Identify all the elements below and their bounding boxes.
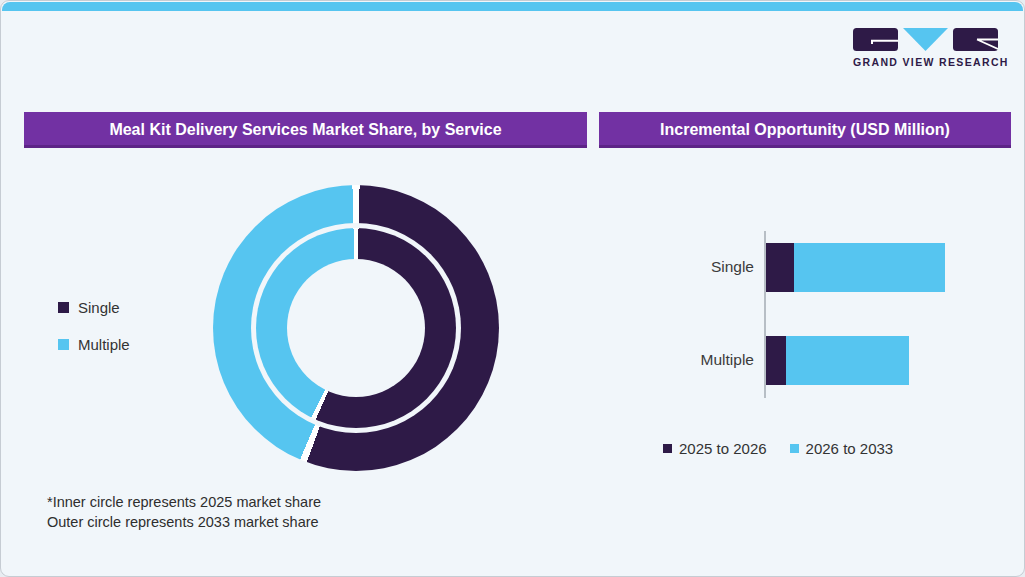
- legend-swatch-2025-2026: [663, 444, 672, 453]
- bar-segment: [794, 243, 945, 292]
- gvr-logo-mark: [853, 28, 998, 51]
- bar-legend: 2025 to 2026 2026 to 2033: [663, 439, 916, 457]
- infographic-card: GRAND VIEW RESEARCH Meal Kit Delivery Se…: [0, 0, 1025, 577]
- legend-label-single: Single: [78, 299, 120, 316]
- logo-r-icon: [953, 28, 998, 51]
- legend-item-2025-2026: 2025 to 2026: [663, 439, 767, 457]
- footnote-line-2: Outer circle represents 2033 market shar…: [47, 512, 321, 532]
- bar-segment: [786, 336, 909, 385]
- bar-segment: [766, 336, 786, 385]
- legend-swatch-multiple: [58, 339, 69, 350]
- donut-chart: [213, 185, 499, 471]
- left-chart-title: Meal Kit Delivery Services Market Share,…: [24, 112, 587, 148]
- legend-label-multiple: Multiple: [78, 336, 130, 353]
- donut-hole: [287, 259, 425, 397]
- legend-item-2026-2033: 2026 to 2033: [790, 439, 894, 457]
- logo-v-icon: [903, 28, 948, 51]
- legend-item-multiple: Multiple: [58, 335, 130, 353]
- legend-swatch-2026-2033: [790, 444, 799, 453]
- legend-swatch-single: [58, 302, 69, 313]
- bar-category-label-single: Single: [601, 258, 754, 276]
- legend-label-2025-2026: 2025 to 2026: [679, 440, 767, 457]
- donut-legend: Single Multiple: [58, 298, 130, 372]
- gvr-logo: GRAND VIEW RESEARCH: [853, 28, 1001, 68]
- legend-item-single: Single: [58, 298, 130, 316]
- donut-footnote: *Inner circle represents 2025 market sha…: [47, 492, 321, 532]
- legend-label-2026-2033: 2026 to 2033: [806, 440, 894, 457]
- right-chart-title: Incremental Opportunity (USD Million): [599, 112, 1011, 148]
- bar-row: [766, 243, 945, 292]
- logo-g-icon: [853, 28, 898, 51]
- top-accent-bar: [2, 2, 1023, 11]
- gvr-logo-text: GRAND VIEW RESEARCH: [853, 56, 1001, 68]
- bar-row: [766, 336, 909, 385]
- bar-segment: [766, 243, 794, 292]
- bar-category-label-multiple: Multiple: [601, 351, 754, 369]
- footnote-line-1: *Inner circle represents 2025 market sha…: [47, 492, 321, 512]
